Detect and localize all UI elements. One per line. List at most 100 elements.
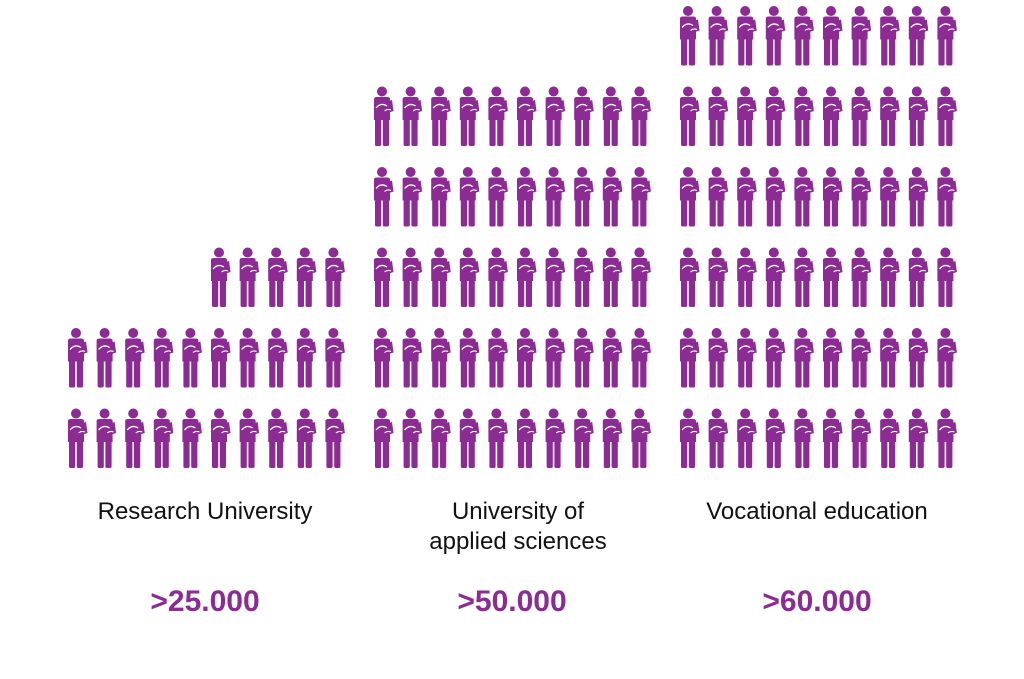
person-icon <box>487 85 509 147</box>
person-icon <box>630 327 652 389</box>
person-icon <box>793 327 815 389</box>
person-icon <box>324 246 346 308</box>
person-icon <box>516 246 538 308</box>
person-icon <box>793 407 815 469</box>
person-icon <box>267 327 289 389</box>
person-icon <box>238 407 260 469</box>
person-icon <box>67 327 89 389</box>
person-icon <box>707 85 729 147</box>
person-icon <box>765 85 786 147</box>
person-icon <box>793 246 815 308</box>
person-icon <box>850 407 872 469</box>
person-icon <box>181 327 203 389</box>
person-icon <box>736 85 758 147</box>
person-icon <box>908 327 929 389</box>
person-icon <box>210 327 232 389</box>
person-icon <box>602 246 623 308</box>
person-icon <box>630 407 652 469</box>
person-icon <box>324 407 346 469</box>
person-icon <box>850 85 872 147</box>
person-icon <box>401 327 423 389</box>
person-icon <box>736 246 758 308</box>
person-icon <box>879 246 901 308</box>
person-icon <box>736 407 758 469</box>
person-icon <box>822 327 844 389</box>
person-icon <box>850 166 872 228</box>
person-icon <box>850 246 872 308</box>
person-icon <box>573 166 595 228</box>
person-icon <box>459 246 480 308</box>
person-icon <box>765 166 786 228</box>
person-icon <box>516 327 538 389</box>
person-icon <box>430 85 452 147</box>
person-icon <box>544 246 566 308</box>
person-icon <box>516 85 538 147</box>
category-value-applied-sciences: >50.000 <box>457 585 567 618</box>
person-icon <box>430 166 452 228</box>
person-icon <box>707 5 729 67</box>
person-icon <box>936 166 958 228</box>
person-icon <box>822 5 844 67</box>
person-icon <box>430 407 452 469</box>
person-icon <box>487 166 509 228</box>
category-label-research-university: Research University <box>97 498 313 525</box>
person-icon <box>516 166 538 228</box>
person-icon <box>401 246 423 308</box>
person-icon <box>679 246 701 308</box>
person-icon <box>850 327 872 389</box>
category-value-vocational-education: >60.000 <box>762 585 872 618</box>
person-icon <box>324 327 346 389</box>
person-icon <box>630 166 652 228</box>
person-icon <box>401 85 423 147</box>
person-icon <box>707 407 729 469</box>
person-icon <box>602 407 623 469</box>
icon-group-research-university <box>67 246 346 469</box>
person-icon <box>879 5 901 67</box>
person-icon <box>459 327 480 389</box>
person-icon <box>430 246 452 308</box>
person-icon <box>573 327 595 389</box>
person-icon <box>95 407 117 469</box>
person-icon <box>736 166 758 228</box>
person-icon <box>679 5 701 67</box>
icon-group-vocational-education <box>679 5 958 469</box>
person-icon <box>908 166 929 228</box>
person-icon <box>459 85 480 147</box>
person-icon <box>181 407 203 469</box>
person-icon <box>822 85 844 147</box>
person-icon <box>908 407 929 469</box>
person-icon <box>765 5 786 67</box>
person-icon <box>679 166 701 228</box>
person-icon <box>936 246 958 308</box>
person-icon <box>544 407 566 469</box>
person-icon <box>765 327 786 389</box>
person-icon <box>822 246 844 308</box>
person-icon <box>879 85 901 147</box>
person-icon <box>936 5 958 67</box>
person-icon <box>210 246 232 308</box>
person-icon <box>630 85 652 147</box>
person-icon <box>544 85 566 147</box>
person-icon <box>679 407 701 469</box>
person-icon <box>544 166 566 228</box>
icon-group-applied-sciences <box>373 85 652 469</box>
person-icon <box>459 166 480 228</box>
person-icon <box>373 166 395 228</box>
person-icon <box>373 85 395 147</box>
person-icon <box>210 407 232 469</box>
person-icon <box>516 407 538 469</box>
category-label-vocational-education: Vocational education <box>706 498 928 525</box>
person-icon <box>238 246 260 308</box>
person-icon <box>602 85 623 147</box>
person-icon <box>67 407 89 469</box>
person-icon <box>936 407 958 469</box>
person-icon <box>879 407 901 469</box>
person-icon <box>850 5 872 67</box>
person-icon <box>707 166 729 228</box>
person-icon <box>373 246 395 308</box>
person-icon <box>373 407 395 469</box>
person-icon <box>573 407 595 469</box>
person-icon <box>296 407 317 469</box>
person-icon <box>487 407 509 469</box>
